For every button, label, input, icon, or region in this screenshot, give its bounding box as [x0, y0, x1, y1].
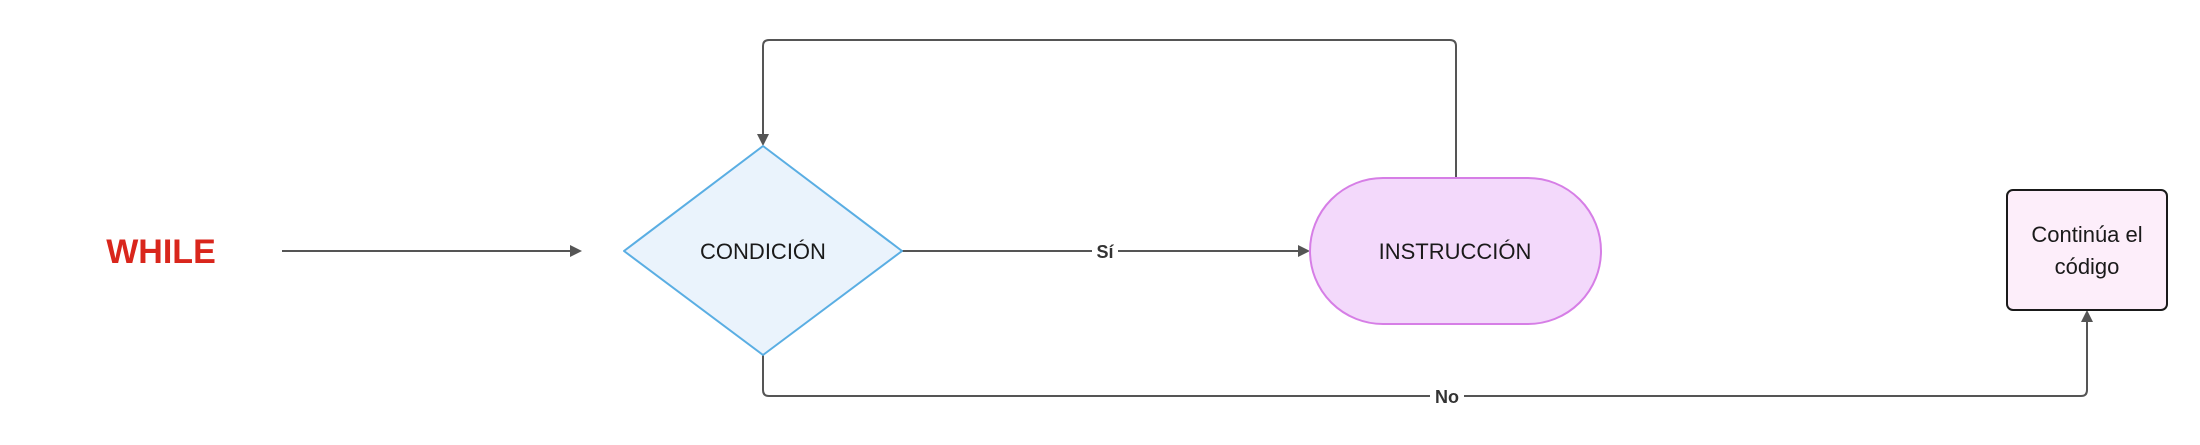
yes-label-bg	[1092, 240, 1118, 262]
continue-box	[2006, 189, 2168, 311]
no-edge-label: No	[1435, 387, 1459, 407]
diagram-title: WHILE	[106, 233, 216, 271]
continue-label-line2: código	[2055, 254, 2120, 279]
continue-node: Continúa el código	[2006, 189, 2168, 311]
instruction-pill	[1309, 177, 1602, 325]
condition-node: CONDICIÓN	[623, 145, 903, 356]
continue-label-line1: Continúa el	[2031, 222, 2142, 247]
yes-edge-label: Sí	[1096, 242, 1114, 262]
loop-back-edge	[757, 39, 1457, 178]
condition-label: CONDICIÓN	[700, 239, 826, 264]
condition-diamond	[623, 145, 903, 356]
no-edge	[762, 310, 2093, 397]
instruction-label: INSTRUCCIÓN	[1379, 239, 1532, 264]
instruction-node: INSTRUCCIÓN	[1309, 177, 1602, 325]
no-label-bg	[1430, 385, 1464, 407]
